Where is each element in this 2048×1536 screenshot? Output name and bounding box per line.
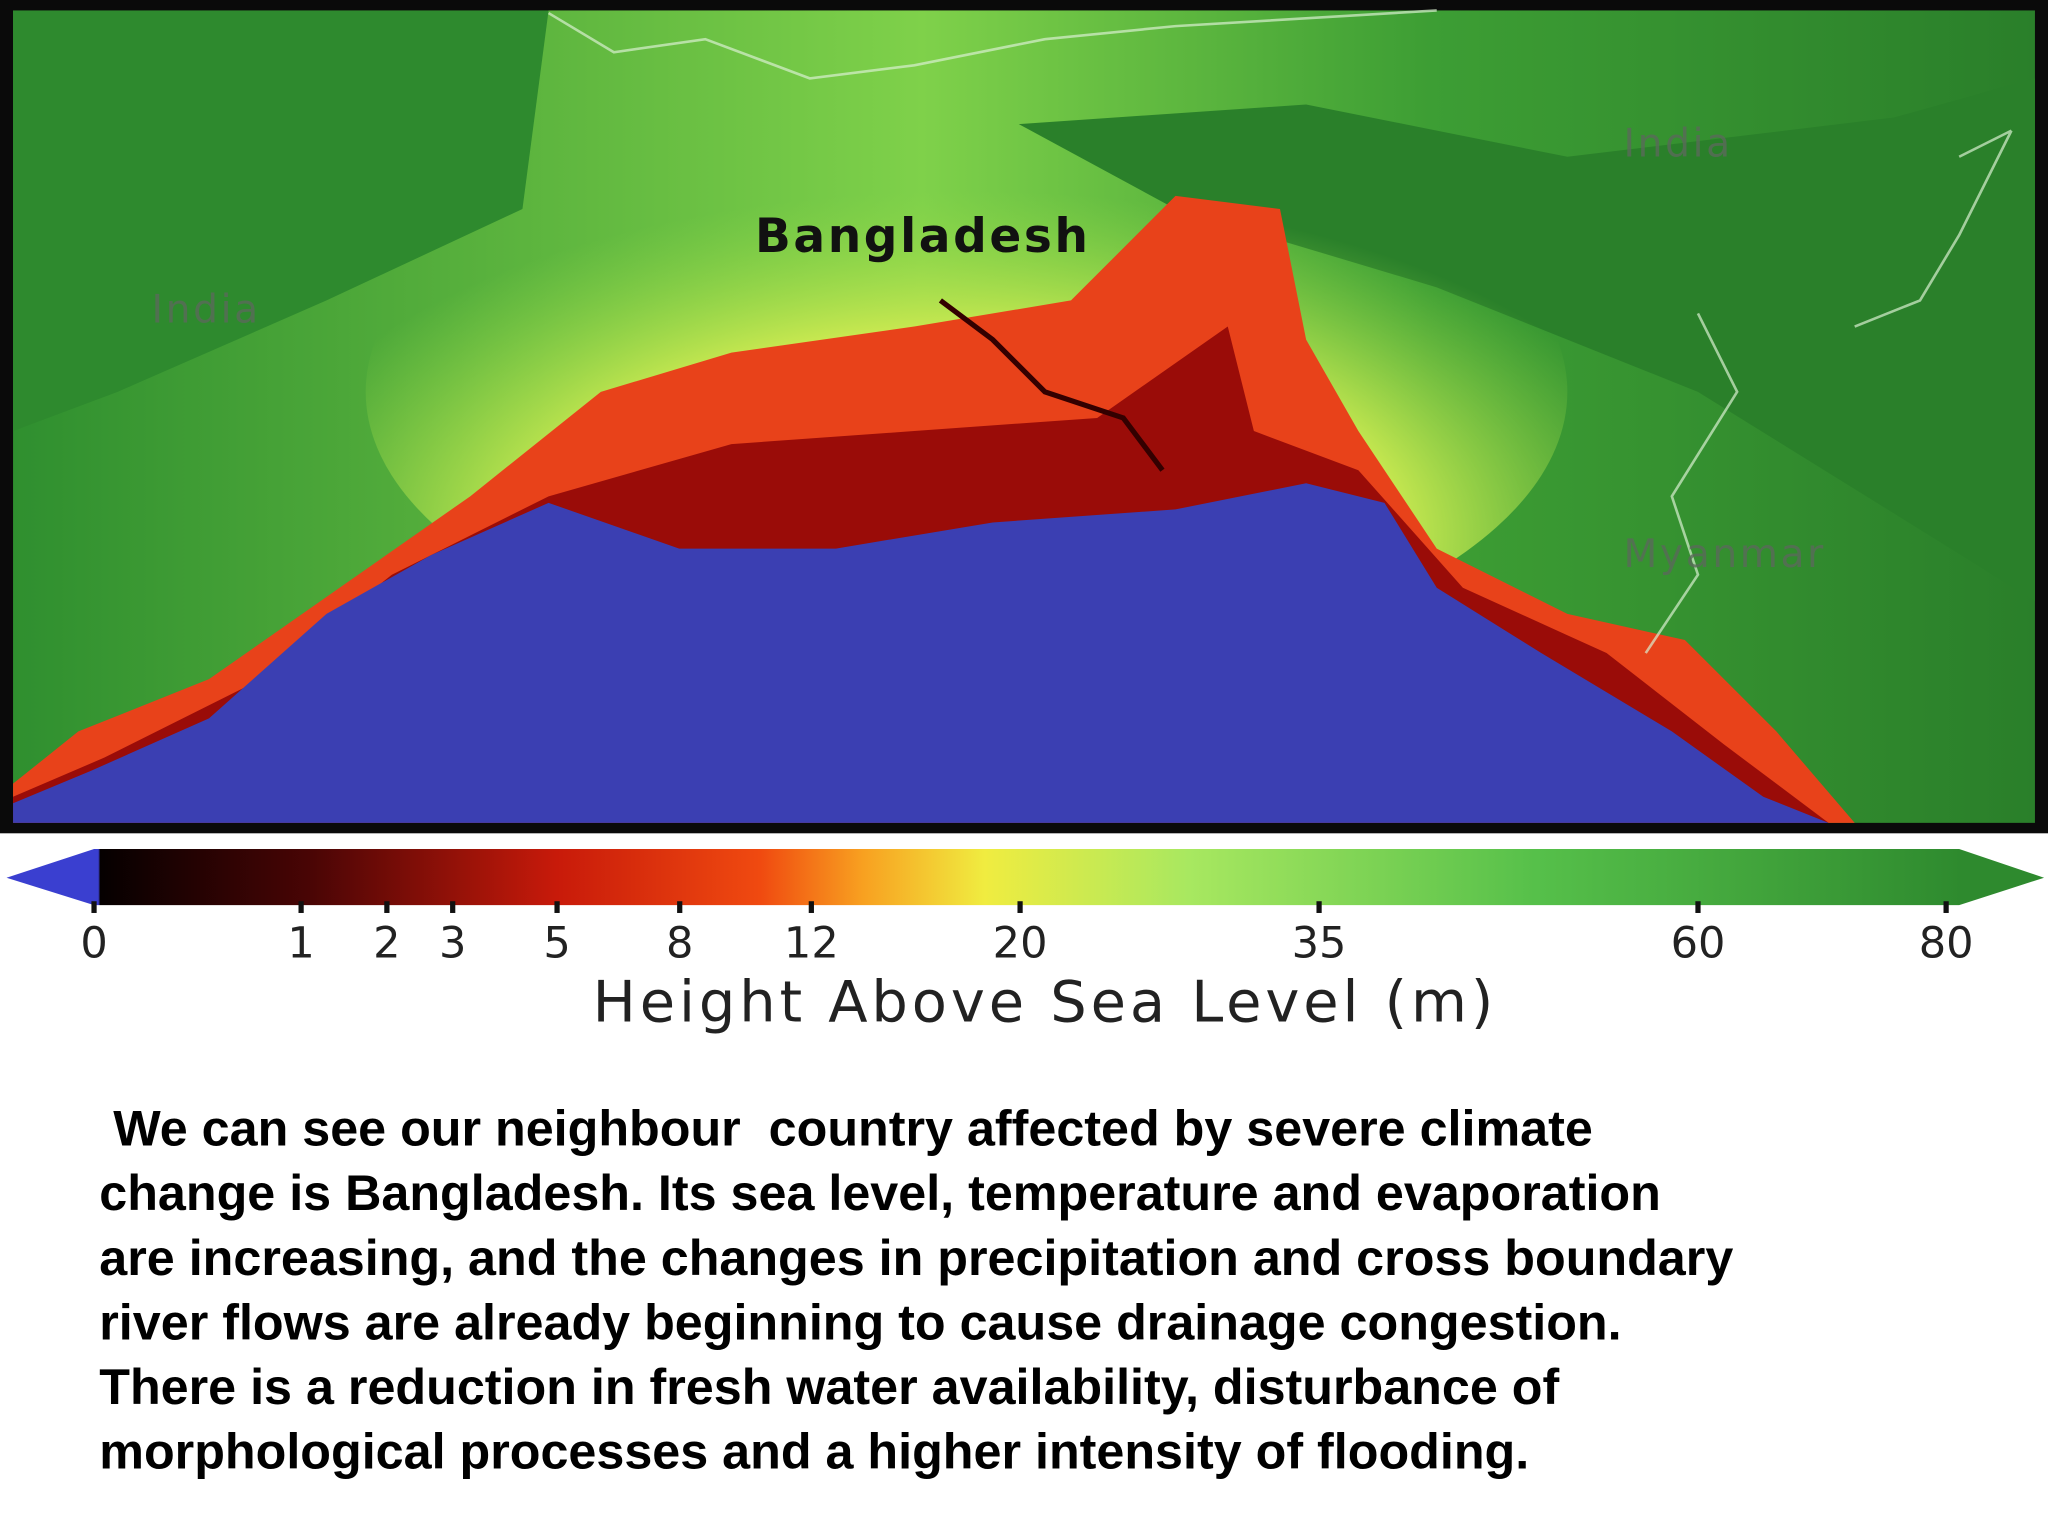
tick-label: 12 — [784, 918, 839, 968]
bay-of-bengal — [13, 483, 1829, 823]
tick-label: 8 — [666, 918, 693, 968]
tick-label: 0 — [80, 918, 107, 968]
paragraph-line: We can see our neighbour country affecte… — [99, 1099, 1593, 1156]
paragraph-line: change is Bangladesh. Its sea level, tem… — [99, 1164, 1661, 1221]
colorbar-title: Height Above Sea Level (m) — [593, 968, 1498, 1035]
colorbar: Height Above Sea Level (m) 0 1 2 3 5 8 12 20 35 6… — [6, 848, 2045, 1035]
map-label: India — [1624, 122, 1733, 167]
paragraph-line: There is a reduction in fresh water avai… — [99, 1358, 1559, 1415]
map: Bangladesh India India Myanmar — [0, 0, 2048, 834]
map-label: Bangladesh — [755, 209, 1091, 264]
tick-label: 3 — [439, 918, 466, 968]
tick-label: 60 — [1671, 918, 1726, 968]
paragraph-line: morphological processes and a higher int… — [99, 1423, 1529, 1480]
colorbar-ramp — [6, 848, 2045, 906]
paragraph-line: river flows are already beginning to cau… — [99, 1293, 1621, 1350]
paragraph-line: are increasing, and the changes in preci… — [99, 1229, 1733, 1286]
paragraph: We can see our neighbour country affecte… — [99, 1099, 1733, 1479]
highland-west — [13, 10, 549, 432]
map-label: India — [152, 288, 261, 333]
tick-label: 80 — [1919, 918, 1974, 968]
tick-label: 2 — [373, 918, 400, 968]
river — [938, 298, 1165, 472]
tick-label: 35 — [1292, 918, 1347, 968]
borders — [547, 9, 2013, 654]
tick-label: 5 — [543, 918, 570, 968]
tick-label: 20 — [993, 918, 1048, 968]
tick-label: 1 — [287, 918, 314, 968]
map-label: Myanmar — [1624, 532, 1826, 577]
